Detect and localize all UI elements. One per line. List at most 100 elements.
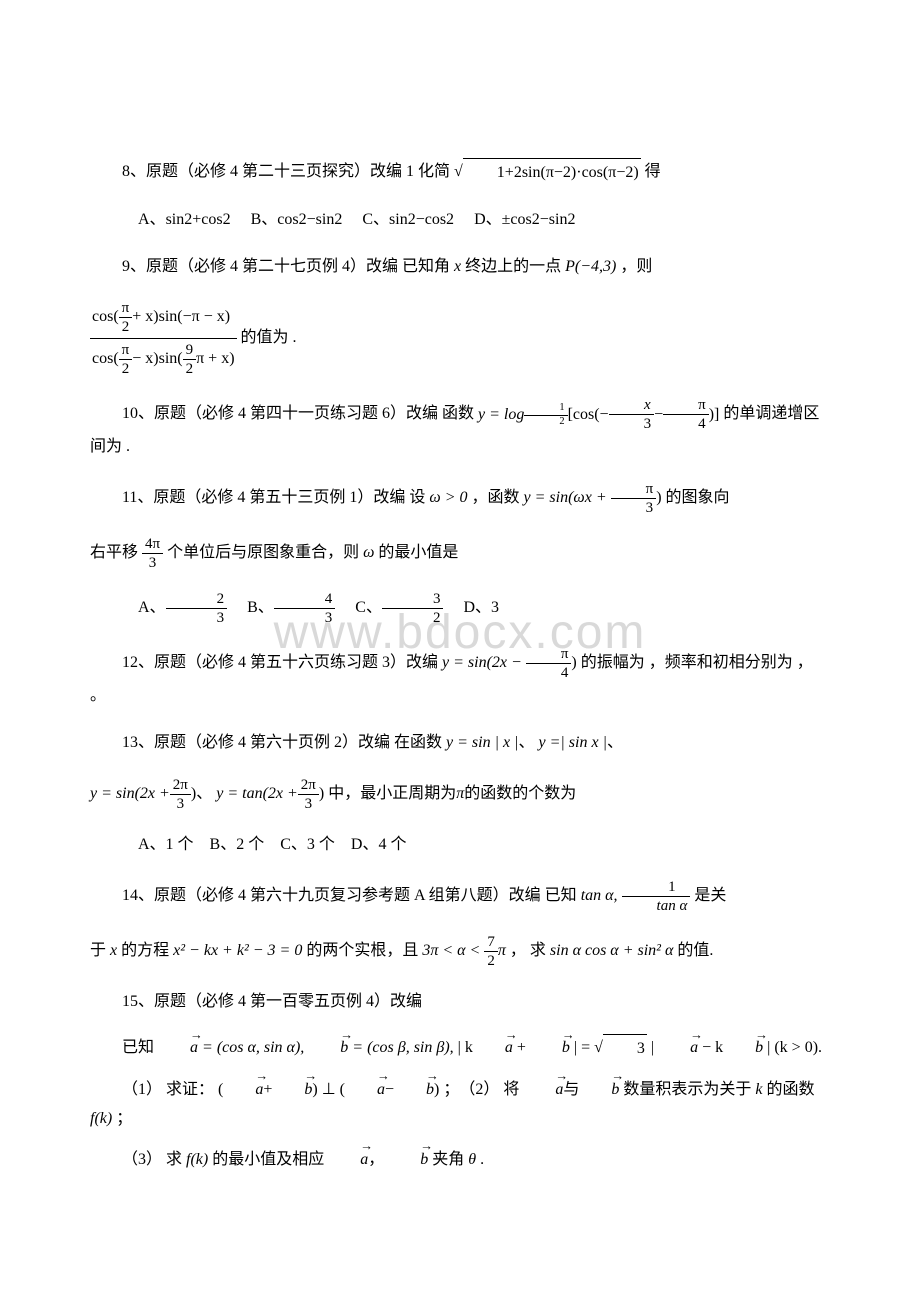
q14-fn: 1 <box>622 878 691 897</box>
q9-df2-n: 9 <box>183 341 197 360</box>
q10-pre: 10、原题（必修 4 第四十一页练习题 6）改编 函数 <box>122 406 474 423</box>
q10-f1n: x <box>609 396 655 415</box>
q14-cn: 7 <box>484 933 498 952</box>
q11-cd: 2 <box>382 609 444 627</box>
q9-post: ，则 <box>620 258 652 275</box>
q13-tm: 中，最小正周期为 <box>328 785 456 802</box>
q9-nf-n: π <box>119 299 133 318</box>
q9-num-l: cos( <box>92 309 119 326</box>
q11-A-l: A、 <box>138 599 166 616</box>
q11-l2pre: 右平移 <box>90 544 138 561</box>
q15-given: 已知 a = (cos α, sin α), b = (cos β, sin β… <box>90 1034 830 1064</box>
q11-bd: 3 <box>274 609 336 627</box>
q13-f1: y = sin | x | <box>446 734 518 751</box>
q10-stem: 10、原题（必修 4 第四十一页练习题 6）改编 函数 y = log12[co… <box>90 396 830 462</box>
q10-f1d: 3 <box>609 415 655 433</box>
q11-options: A、23 B、43 C、32 D、3 <box>90 590 830 627</box>
q9-den-r: π + x) <box>196 351 234 368</box>
q13-f2: y =| sin x | <box>539 734 607 751</box>
q12-y: y = sin(2x − <box>442 654 522 671</box>
q8-optA: sin2+cos2 <box>166 211 231 228</box>
q15-a: = (cos α, sin α), <box>198 1039 304 1056</box>
q13-f4n: 2π <box>298 776 319 795</box>
q13-f4l: y = tan(2x + <box>216 785 298 802</box>
q13-f3d: 3 <box>170 795 191 813</box>
q15-part3: （3） 求 f(k) 的最小值及相应 a， b 夹角 θ . <box>90 1146 830 1175</box>
q15-p3l: （3） 求 <box>122 1151 182 1168</box>
q14-l2m3: ， 求 <box>510 942 546 959</box>
q14-l2pre: 于 <box>90 942 106 959</box>
q11-stem: 11、原题（必修 4 第五十三页例 1）改编 设 ω > 0 ，函数 y = s… <box>90 480 830 517</box>
q9-point: P(−4,3) <box>565 258 616 275</box>
q15-title: 15、原题（必修 4 第一百零五页例 4）改编 <box>90 988 830 1017</box>
q10-f2d: 4 <box>663 415 709 433</box>
q13-f4d: 3 <box>298 795 319 813</box>
q15-p1l: （1） 求证： <box>122 1081 214 1098</box>
q11-cond: ω > 0 <box>429 489 467 506</box>
q14-l2m: 的方程 <box>121 942 169 959</box>
q13-s3: 、 <box>196 785 212 802</box>
q15-mr: | <box>647 1039 658 1056</box>
q11-comma: ，函数 <box>472 489 520 506</box>
q11-ad: 3 <box>166 609 228 627</box>
q14-cr: π <box>498 942 506 959</box>
q13-s2: 、 <box>607 734 623 751</box>
q8-options: A、sin2+cos2 B、cos2−sin2 C、sin2−cos2 D、±c… <box>90 206 830 235</box>
q9-fraction: cos(π2+ x)sin(−π − x) cos(π2− x)sin(92π … <box>90 299 830 378</box>
q8-optB-label: B、 <box>251 211 278 228</box>
q11-an: 2 <box>166 590 228 609</box>
q11-y: y = sin(ωx + <box>524 489 607 506</box>
q13-stem: 13、原题（必修 4 第六十页例 2）改编 在函数 y = sin | x | 、… <box>90 729 830 758</box>
q8-stem: 8、原题（必修 4 第二十三页探究）改编 1 化简 √1+2sin(π−2)·c… <box>90 158 830 188</box>
q9-den-mid: − x)sin( <box>132 351 182 368</box>
q10-base-n: 1 <box>524 402 567 415</box>
q13-f3l: y = sin(2x + <box>90 785 170 802</box>
q15-b: = (cos β, sin β), <box>348 1039 453 1056</box>
q9-tail: 的值为 . <box>241 330 297 347</box>
q13-pre: 13、原题（必修 4 第六十页例 2）改编 在函数 <box>122 734 442 751</box>
q11-cn: 3 <box>382 590 444 609</box>
q14-l2t: 的值. <box>677 942 713 959</box>
q15-fk: f(k) <box>90 1110 112 1127</box>
q13-f3n: 2π <box>170 776 191 795</box>
q15-semi: ； <box>116 1110 132 1127</box>
q15-parts12: （1） 求证： (a+b) ⊥ (a−b) ； （2） 将 a与b 数量积表示为… <box>90 1076 830 1134</box>
q9-pre: 9、原题（必修 4 第二十七页例 4）改编 已知角 <box>122 258 450 275</box>
q15-p3m: 的最小值及相应 <box>212 1151 324 1168</box>
q9-df1-d: 2 <box>119 360 133 378</box>
q8-optB: cos2−sin2 <box>277 211 342 228</box>
q11-D-l: D、 <box>463 599 491 616</box>
q12-stem: 12、原题（必修 4 第五十六页练习题 3）改编 y = sin(2x − π4… <box>90 645 830 711</box>
q8-pre: 8、原题（必修 4 第二十三页探究）改编 1 化简 <box>122 163 450 180</box>
q8-sqrt: 1+2sin(π−2)·cos(π−2) <box>463 158 641 188</box>
q15-pre: 已知 <box>122 1039 154 1056</box>
q14-t1: tan α, <box>581 887 618 904</box>
q15-theta: θ <box>468 1151 476 1168</box>
q13-line2: y = sin(2x +2π3)、 y = tan(2x +2π3) 中，最小正… <box>90 776 830 813</box>
q11-pre: 11、原题（必修 4 第五十三页例 1）改编 设 <box>122 489 425 506</box>
q14-cd: 2 <box>484 952 498 970</box>
q12-pre: 12、原题（必修 4 第五十六页练习题 3）改编 <box>122 654 438 671</box>
q14-l2m2: 的两个实根，且 <box>306 942 418 959</box>
q14-fd: tan α <box>622 897 691 915</box>
q13-f4r: ) <box>319 785 324 802</box>
q8-optD-label: D、 <box>474 211 502 228</box>
q12-rb: ) <box>571 654 576 671</box>
q8-optC: sin2−cos2 <box>389 211 454 228</box>
q11-fn: π <box>611 480 657 499</box>
q10-minus: − <box>654 406 663 423</box>
q14-cl: 3π < α < <box>422 942 480 959</box>
q11-tail1: 的图象向 <box>666 489 730 506</box>
q15-fk2: f(k) <box>186 1151 208 1168</box>
q15-p3m2: 夹角 <box>432 1151 464 1168</box>
q13-options: A、1 个 B、2 个 C、3 个 D、4 个 <box>90 831 830 860</box>
q14-line2: 于 x 的方程 x² − kx + k² − 3 = 0 的两个实根，且 3π … <box>90 933 830 970</box>
q8-optC-label: C、 <box>362 211 389 228</box>
q9-mid: 终边上的一点 <box>465 258 561 275</box>
q15-ml: | k <box>458 1039 473 1056</box>
q14-x: x <box>110 942 117 959</box>
q10-f2n: π <box>663 396 709 415</box>
q11-l2tail: 的最小值是 <box>378 544 458 561</box>
q8-post: 得 <box>645 163 661 180</box>
q14-eq: x² − kx + k² − 3 = 0 <box>173 942 302 959</box>
